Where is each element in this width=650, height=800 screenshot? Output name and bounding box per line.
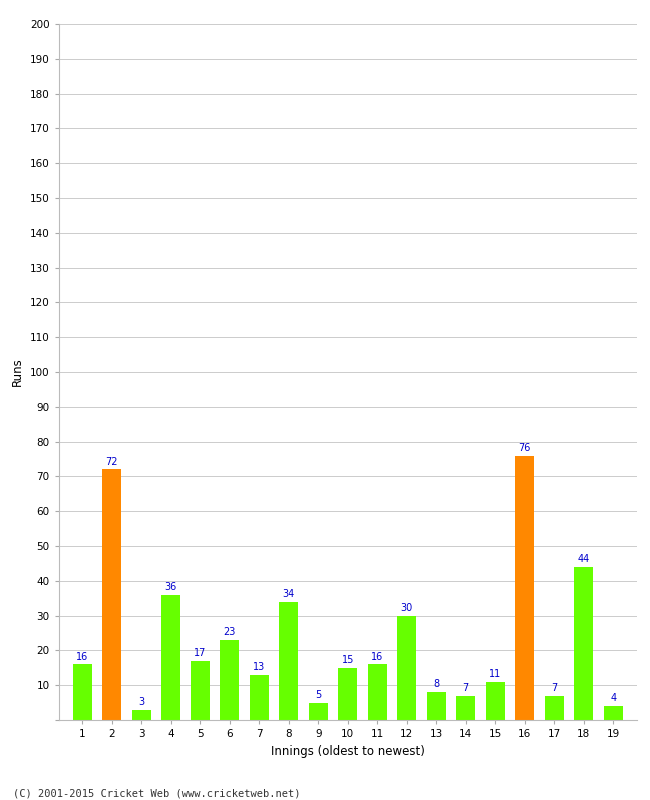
Text: 23: 23: [224, 627, 236, 637]
Text: 36: 36: [164, 582, 177, 592]
Text: 34: 34: [283, 589, 295, 599]
Bar: [486, 682, 505, 720]
Bar: [338, 668, 358, 720]
Text: 15: 15: [341, 655, 354, 665]
Bar: [604, 706, 623, 720]
Text: 16: 16: [76, 651, 88, 662]
Bar: [220, 640, 239, 720]
Y-axis label: Runs: Runs: [11, 358, 24, 386]
Text: 76: 76: [519, 442, 531, 453]
Text: 4: 4: [610, 694, 616, 703]
Bar: [102, 470, 121, 720]
Bar: [456, 696, 475, 720]
Bar: [190, 661, 210, 720]
Text: 7: 7: [551, 683, 558, 693]
Bar: [250, 674, 269, 720]
Bar: [368, 664, 387, 720]
Bar: [309, 702, 328, 720]
Bar: [161, 594, 180, 720]
Text: 8: 8: [434, 679, 439, 690]
Text: 3: 3: [138, 697, 144, 706]
Bar: [545, 696, 564, 720]
Bar: [397, 616, 417, 720]
Text: 30: 30: [400, 603, 413, 613]
Bar: [73, 664, 92, 720]
Text: 13: 13: [253, 662, 265, 672]
Text: 11: 11: [489, 669, 501, 679]
Text: 44: 44: [578, 554, 590, 564]
Text: 16: 16: [371, 651, 384, 662]
Bar: [575, 567, 593, 720]
X-axis label: Innings (oldest to newest): Innings (oldest to newest): [271, 745, 424, 758]
Text: (C) 2001-2015 Cricket Web (www.cricketweb.net): (C) 2001-2015 Cricket Web (www.cricketwe…: [13, 788, 300, 798]
Text: 17: 17: [194, 648, 206, 658]
Text: 72: 72: [105, 457, 118, 466]
Bar: [426, 692, 446, 720]
Bar: [279, 602, 298, 720]
Text: 7: 7: [463, 683, 469, 693]
Text: 5: 5: [315, 690, 321, 700]
Bar: [515, 455, 534, 720]
Bar: [131, 710, 151, 720]
